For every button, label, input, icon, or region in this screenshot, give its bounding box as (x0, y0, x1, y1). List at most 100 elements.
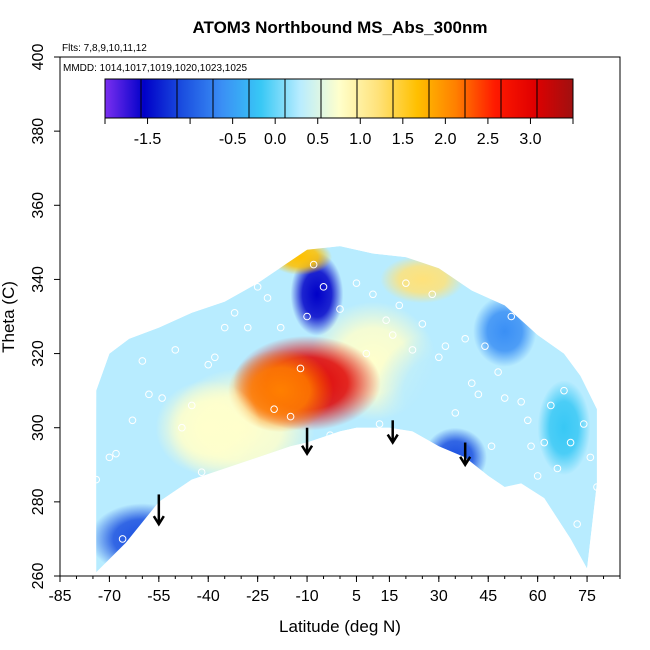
x-axis: -85 -70 -55 -40 -25 -10 5 15 30 45 60 75 (48, 576, 621, 605)
heatmap-feature (473, 295, 537, 367)
heatmap-feature (380, 255, 465, 304)
sample-point (487, 442, 496, 451)
sample-point (523, 416, 532, 425)
sample-points (79, 260, 601, 543)
sample-point (105, 453, 114, 462)
x-tick-label: -40 (197, 588, 220, 605)
sample-point (336, 305, 344, 313)
sample-point (451, 409, 460, 417)
x-tick-label: -55 (147, 588, 170, 605)
x-tick-label: 45 (479, 588, 497, 605)
sample-point (309, 260, 318, 269)
sample-point (461, 334, 469, 343)
sample-point (263, 294, 272, 302)
dates-note: MMDD: 1014,1017,1019,1020,1023,1025 (63, 63, 247, 74)
sample-point (560, 386, 568, 395)
sample-point (92, 475, 101, 484)
arrow-marker (152, 494, 165, 527)
sample-point (326, 431, 334, 439)
sample-point (369, 290, 377, 299)
sample-point (352, 279, 361, 287)
sample-point (158, 394, 166, 402)
sample-point (474, 390, 483, 399)
sample-point (441, 342, 450, 350)
sample-point (346, 431, 354, 439)
sample-point (253, 283, 262, 291)
x-tick-label: 75 (578, 588, 596, 605)
sample-point (395, 301, 404, 310)
x-axis-title: Latitude (deg N) (279, 617, 401, 636)
y-tick-label: 260 (30, 563, 47, 590)
sample-point (319, 283, 328, 291)
colorbar-tick-label: 2.5 (477, 131, 499, 148)
sample-point (382, 316, 390, 325)
x-tick-label: -25 (246, 588, 269, 605)
sample-point (579, 420, 588, 428)
y-axis-title: Theta (C) (0, 281, 18, 353)
sample-point (467, 379, 476, 388)
sample-point (435, 353, 443, 362)
sample-point (85, 438, 94, 447)
sample-point (286, 412, 295, 421)
sample-point (494, 368, 502, 376)
colorbar-tick-label: 2.0 (434, 131, 456, 148)
x-tick-label: -70 (98, 588, 121, 605)
y-tick-label: 400 (30, 44, 47, 71)
y-tick-label: 360 (30, 192, 47, 219)
sample-point (112, 449, 120, 458)
colorbar-gradient (104, 78, 574, 119)
heatmap-feature (155, 380, 261, 476)
y-tick-label: 300 (30, 414, 47, 441)
colorbar: -1.5 -0.5 0.0 0.5 1.0 1.5 2.0 2.5 3.0 (104, 78, 574, 148)
arrow-marker (459, 442, 472, 468)
sample-point (566, 438, 575, 447)
sample-point (230, 308, 239, 317)
sample-point (402, 279, 410, 287)
x-tick-label: -10 (295, 588, 318, 605)
sample-point (388, 331, 397, 339)
colorbar-tick-label: 1.0 (349, 131, 371, 148)
heatmap-feature (423, 427, 487, 488)
sample-point (593, 483, 601, 491)
sample-point (533, 472, 542, 480)
sample-point (527, 442, 535, 451)
y-axis: 260 280 300 320 340 360 380 400 (30, 44, 60, 590)
sample-point (197, 468, 206, 477)
chart-title: ATOM3 Northbound MS_Abs_300nm (192, 18, 487, 37)
arrow-marker (386, 420, 399, 445)
colorbar-tick-label: -0.5 (219, 131, 247, 148)
sample-point (303, 312, 311, 321)
sample-point (418, 320, 427, 328)
sample-point (586, 453, 595, 462)
y-tick-label: 280 (30, 488, 47, 515)
y-tick-label: 340 (30, 266, 47, 293)
colorbar-tick-label: -1.5 (134, 131, 162, 148)
sample-point (138, 357, 147, 365)
sample-point (79, 383, 87, 391)
sample-point (500, 394, 509, 402)
colorbar-tick-label: 0.0 (264, 131, 286, 148)
y-tick-label: 320 (30, 340, 47, 367)
colorbar-tick-label: 0.5 (307, 131, 329, 148)
x-tick-label: -85 (48, 588, 71, 605)
sample-point (204, 360, 213, 369)
y-tick-label: 380 (30, 118, 47, 145)
sample-point (187, 401, 196, 410)
heatmap-feature (537, 380, 591, 476)
x-tick-label: 60 (529, 588, 547, 605)
sample-point (507, 312, 516, 321)
sample-point (276, 323, 285, 332)
sample-point (547, 401, 555, 410)
sample-point (428, 290, 437, 299)
sample-point (362, 349, 371, 358)
arrows (152, 420, 472, 527)
sample-point (270, 405, 278, 413)
sample-point (517, 397, 525, 406)
heatmap-feature (96, 503, 196, 573)
sample-point (118, 535, 127, 543)
colorbar-tick-label: 3.0 (519, 131, 541, 148)
sample-point (145, 390, 153, 399)
sample-point (211, 353, 219, 362)
sample-point (408, 346, 417, 354)
